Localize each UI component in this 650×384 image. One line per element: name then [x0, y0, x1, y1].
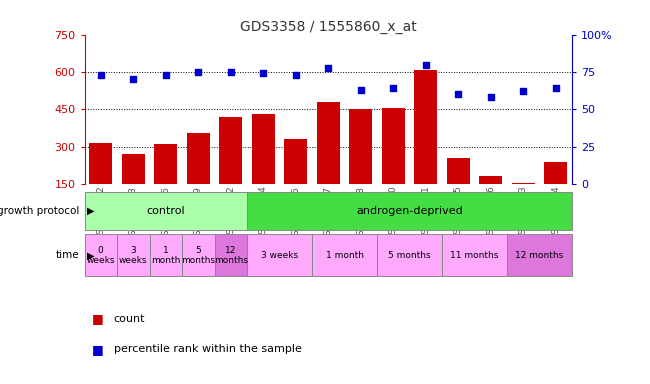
Text: 1
month: 1 month [151, 246, 181, 265]
Point [356, 87, 366, 93]
Bar [90, 143, 112, 184]
Bar [220, 117, 242, 184]
Point [453, 91, 463, 98]
Title: GDS3358 / 1555860_x_at: GDS3358 / 1555860_x_at [240, 20, 417, 33]
Bar [507, 234, 572, 276]
Text: time: time [56, 250, 79, 260]
Bar [155, 144, 177, 184]
Bar [117, 234, 150, 276]
Text: ■: ■ [84, 312, 109, 325]
Point [551, 85, 561, 91]
Text: percentile rank within the sample: percentile rank within the sample [114, 344, 302, 354]
Bar [382, 108, 404, 184]
Text: 12 months: 12 months [515, 251, 564, 260]
Text: 3
weeks: 3 weeks [119, 246, 148, 265]
Bar [442, 234, 507, 276]
Text: 0
weeks: 0 weeks [86, 246, 115, 265]
Bar [150, 234, 182, 276]
Point [518, 88, 528, 94]
Bar [317, 102, 339, 184]
Bar [512, 183, 534, 184]
Text: 11 months: 11 months [450, 251, 499, 260]
Text: ▶: ▶ [87, 206, 94, 216]
Text: 1 month: 1 month [326, 251, 363, 260]
Text: 5 months: 5 months [388, 251, 431, 260]
Text: growth protocol: growth protocol [0, 206, 79, 216]
Text: count: count [114, 314, 145, 324]
Text: control: control [146, 206, 185, 216]
Bar [285, 139, 307, 184]
Text: ▶: ▶ [87, 250, 94, 260]
Bar [84, 192, 247, 230]
Bar [377, 234, 442, 276]
Bar [182, 234, 215, 276]
Text: 3 weeks: 3 weeks [261, 251, 298, 260]
Bar [187, 133, 209, 184]
Bar [415, 70, 437, 184]
Point [486, 94, 496, 101]
Bar [447, 158, 469, 184]
Bar [84, 234, 117, 276]
Point [161, 72, 171, 78]
Point [323, 65, 333, 71]
Bar [247, 234, 312, 276]
Text: ■: ■ [84, 343, 109, 356]
Point [193, 69, 203, 75]
Bar [247, 192, 572, 230]
Bar [312, 234, 377, 276]
Bar [214, 234, 247, 276]
Point [96, 72, 106, 78]
Bar [350, 109, 372, 184]
Text: 12
months: 12 months [214, 246, 248, 265]
Text: androgen-deprived: androgen-deprived [356, 206, 463, 216]
Point [291, 72, 301, 78]
Point [128, 76, 138, 83]
Bar [252, 114, 274, 184]
Point [421, 61, 431, 68]
Bar [122, 154, 144, 184]
Bar [545, 162, 567, 184]
Text: 5
months: 5 months [181, 246, 215, 265]
Bar [480, 175, 502, 184]
Point [226, 69, 236, 75]
Point [388, 85, 398, 91]
Point [258, 70, 268, 76]
